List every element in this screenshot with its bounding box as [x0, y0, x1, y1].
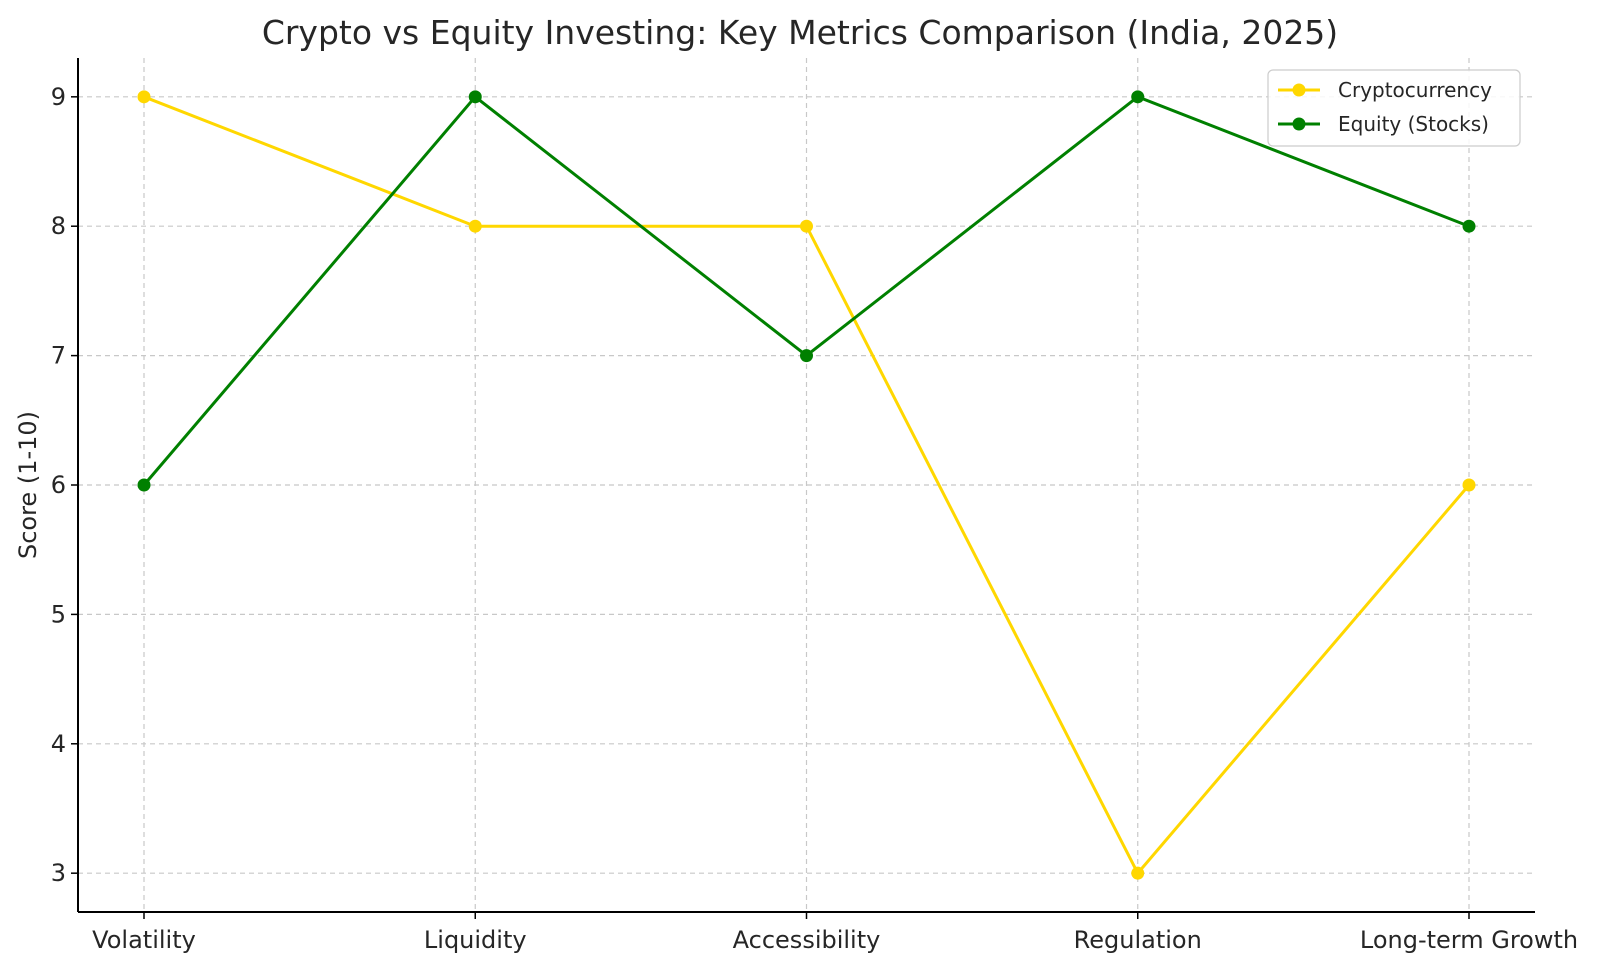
legend-item: Cryptocurrency [1278, 78, 1492, 102]
y-tick-label: 8 [51, 212, 66, 240]
legend: Cryptocurrency Equity (Stocks) [1267, 69, 1521, 147]
y-tick-label: 4 [51, 730, 66, 758]
series-line [142, 95, 1470, 486]
legend-box [1267, 69, 1521, 147]
x-tick-label: Accessibility [733, 926, 881, 954]
series-0 [137, 90, 1476, 880]
data-point [468, 90, 482, 104]
x-tick-label: Regulation [1074, 926, 1202, 954]
chart-title: Crypto vs Equity Investing: Key Metrics … [262, 13, 1338, 52]
data-point [1131, 90, 1145, 104]
y-axis-label: Score (1-10) [14, 411, 42, 559]
y-tick-label: 7 [51, 342, 66, 370]
data-point [468, 219, 482, 233]
y-tick-label: 3 [51, 859, 66, 887]
grid [78, 58, 1535, 912]
data-point [800, 219, 813, 233]
data-point [1131, 866, 1145, 880]
series-1 [137, 90, 1476, 492]
y-tick-label: 9 [51, 83, 66, 111]
y-tick-label: 5 [51, 600, 66, 628]
data-point [137, 90, 151, 104]
legend-marker [1292, 83, 1306, 97]
data-point [1462, 219, 1476, 233]
legend-label: Equity (Stocks) [1338, 112, 1489, 136]
legend-label: Cryptocurrency [1338, 78, 1492, 102]
x-tick-label: Volatility [92, 926, 196, 954]
data-point [1462, 478, 1476, 492]
legend-item: Equity (Stocks) [1278, 112, 1489, 136]
tick-labels: 3 4 5 6 7 8 9 Volatility Liquidity Accessibility R… [51, 83, 1578, 954]
x-tick-label: Liquidity [424, 926, 527, 954]
x-tick-label: Long-term Growth [1360, 926, 1578, 954]
data-point [800, 349, 813, 363]
y-tick-label: 6 [51, 471, 66, 499]
series [137, 90, 1476, 880]
legend-marker [1292, 117, 1306, 131]
data-point [137, 478, 151, 492]
